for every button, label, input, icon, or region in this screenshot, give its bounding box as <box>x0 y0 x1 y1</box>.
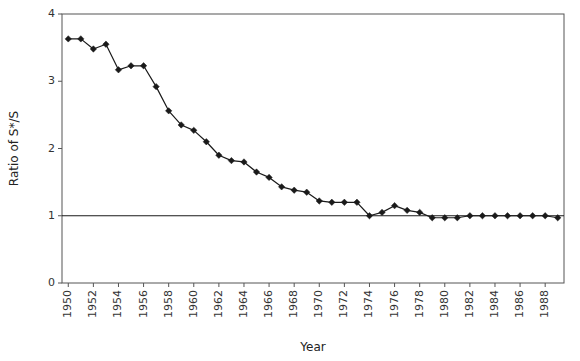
data-point <box>379 209 385 215</box>
x-tick-label: 1964 <box>237 290 250 318</box>
y-tick <box>58 283 62 284</box>
x-tick <box>93 283 94 287</box>
x-tick <box>168 283 169 287</box>
data-point <box>442 215 448 221</box>
x-tick-label: 1978 <box>413 290 426 318</box>
x-tick <box>269 283 270 287</box>
data-point <box>454 215 460 221</box>
y-tick <box>58 148 62 149</box>
x-tick-label: 1984 <box>488 290 501 318</box>
data-line <box>68 39 557 218</box>
x-tick-label: 1988 <box>538 290 551 318</box>
data-point <box>278 184 284 190</box>
data-point <box>517 213 523 219</box>
data-point <box>65 36 71 42</box>
x-tick-label: 1972 <box>337 290 350 318</box>
data-point <box>316 198 322 204</box>
y-tick-label: 2 <box>48 142 55 155</box>
data-point <box>429 215 435 221</box>
x-tick-label: 1962 <box>212 290 225 318</box>
x-tick-label: 1960 <box>187 290 200 318</box>
x-tick-label: 1980 <box>438 290 451 318</box>
data-point <box>115 67 121 73</box>
x-tick-label: 1956 <box>137 290 150 318</box>
x-tick-label: 1970 <box>312 290 325 318</box>
y-tick-label: 4 <box>48 7 55 20</box>
data-point <box>479 213 485 219</box>
x-tick <box>319 283 320 287</box>
data-point <box>504 213 510 219</box>
data-point <box>203 139 209 145</box>
data-point <box>266 174 272 180</box>
x-tick <box>218 283 219 287</box>
data-point <box>178 122 184 128</box>
data-point <box>341 199 347 205</box>
data-point <box>241 159 247 165</box>
data-point <box>529 213 535 219</box>
x-tick <box>344 283 345 287</box>
data-point <box>78 36 84 42</box>
data-point <box>416 209 422 215</box>
plot-area <box>62 36 564 221</box>
x-tick <box>520 283 521 287</box>
x-tick <box>444 283 445 287</box>
data-point <box>492 213 498 219</box>
x-tick <box>193 283 194 287</box>
x-tick-label: 1976 <box>388 290 401 318</box>
x-tick <box>294 283 295 287</box>
x-tick <box>545 283 546 287</box>
data-point <box>216 152 222 158</box>
plot-frame <box>62 14 564 283</box>
chart: 0 1 2 3 4 1950 1952 1954 1956 1958 1960 1962 1964 196… <box>0 0 580 361</box>
x-axis-label: Year <box>299 340 325 354</box>
x-tick <box>68 283 69 287</box>
x-tick-label: 1974 <box>362 290 375 318</box>
x-tick-label: 1966 <box>262 290 275 318</box>
x-axis: 1950 1952 1954 1956 1958 1960 1962 1964 1966 1968… <box>61 283 551 318</box>
data-point <box>354 199 360 205</box>
data-point <box>291 187 297 193</box>
data-point <box>304 189 310 195</box>
x-tick-label: 1954 <box>111 290 124 318</box>
data-point <box>253 169 259 175</box>
x-tick <box>118 283 119 287</box>
data-point <box>140 63 146 69</box>
x-tick-label: 1952 <box>86 290 99 318</box>
data-point <box>366 213 372 219</box>
y-axis-label: Ratio of S*/S <box>7 111 21 186</box>
x-tick <box>243 283 244 287</box>
data-point <box>228 157 234 163</box>
x-tick <box>143 283 144 287</box>
data-point <box>165 108 171 114</box>
x-tick <box>494 283 495 287</box>
y-tick-label: 0 <box>48 276 55 289</box>
data-point <box>90 46 96 52</box>
data-point <box>555 215 561 221</box>
x-tick <box>419 283 420 287</box>
y-axis: 0 1 2 3 4 <box>48 7 62 289</box>
x-tick <box>469 283 470 287</box>
x-tick-label: 1958 <box>162 290 175 318</box>
data-point <box>103 41 109 47</box>
x-tick-label: 1968 <box>287 290 300 318</box>
x-tick <box>369 283 370 287</box>
data-point <box>404 207 410 213</box>
y-tick-label: 1 <box>48 209 55 222</box>
data-point <box>391 202 397 208</box>
x-tick-label: 1982 <box>463 290 476 318</box>
data-point <box>467 213 473 219</box>
x-tick-label: 1950 <box>61 290 74 318</box>
y-tick <box>58 81 62 82</box>
y-tick <box>58 14 62 15</box>
data-point <box>128 63 134 69</box>
x-tick <box>394 283 395 287</box>
data-point <box>191 127 197 133</box>
data-point <box>329 199 335 205</box>
y-tick <box>58 215 62 216</box>
data-point <box>542 213 548 219</box>
x-tick-label: 1986 <box>513 290 526 318</box>
y-tick-label: 3 <box>48 74 55 87</box>
data-point <box>153 83 159 89</box>
